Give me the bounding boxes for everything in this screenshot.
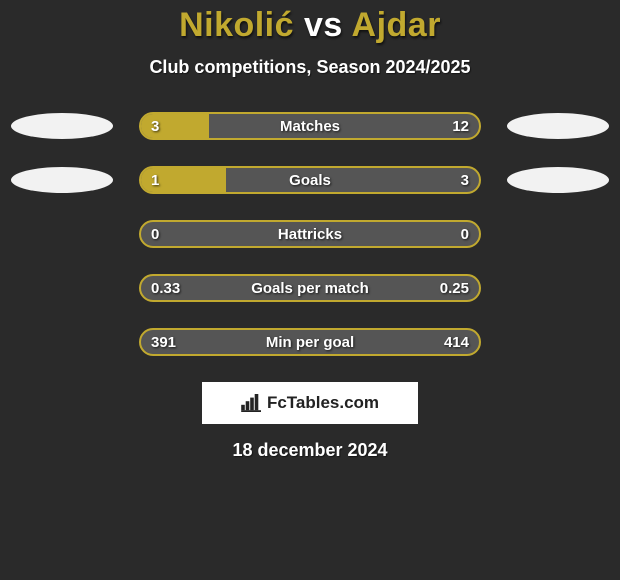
- stat-value-right: 0: [461, 222, 469, 246]
- stat-label: Matches: [141, 114, 479, 138]
- player1-name: Nikolić: [179, 6, 294, 44]
- attribution-text: FcTables.com: [267, 393, 379, 413]
- stats-list: 3Matches121Goals30Hattricks00.33Goals pe…: [0, 112, 620, 356]
- attribution-badge: FcTables.com: [202, 382, 418, 424]
- club-badge-right: [507, 113, 609, 139]
- date-text: 18 december 2024: [0, 440, 620, 461]
- club-badge-left: [11, 113, 113, 139]
- stat-value-right: 3: [461, 168, 469, 192]
- stat-value-right: 12: [452, 114, 469, 138]
- stat-row: 391Min per goal414: [0, 328, 620, 356]
- spacer: [481, 221, 609, 247]
- spacer: [481, 275, 609, 301]
- spacer: [11, 329, 139, 355]
- stat-value-right: 414: [444, 330, 469, 354]
- stat-bar: 0Hattricks0: [139, 220, 481, 248]
- stat-row: 0.33Goals per match0.25: [0, 274, 620, 302]
- stat-label: Goals per match: [141, 276, 479, 300]
- spacer: [11, 275, 139, 301]
- stat-bar: 391Min per goal414: [139, 328, 481, 356]
- spacer: [481, 329, 609, 355]
- stat-row: 1Goals3: [0, 166, 620, 194]
- spacer: [11, 221, 139, 247]
- subtitle: Club competitions, Season 2024/2025: [0, 57, 620, 78]
- club-badge-right: [507, 167, 609, 193]
- bar-chart-icon: [241, 394, 263, 412]
- club-badge-left: [11, 167, 113, 193]
- stat-bar: 0.33Goals per match0.25: [139, 274, 481, 302]
- stat-label: Min per goal: [141, 330, 479, 354]
- stat-bar: 1Goals3: [139, 166, 481, 194]
- stat-row: 3Matches12: [0, 112, 620, 140]
- stat-label: Hattricks: [141, 222, 479, 246]
- stat-label: Goals: [141, 168, 479, 192]
- stat-bar: 3Matches12: [139, 112, 481, 140]
- stat-row: 0Hattricks0: [0, 220, 620, 248]
- player2-name: Ajdar: [352, 6, 441, 44]
- vs-separator: vs: [304, 6, 343, 44]
- page-title: Nikolić vs Ajdar: [0, 6, 620, 45]
- attribution-inner: FcTables.com: [241, 393, 379, 413]
- comparison-card: Nikolić vs Ajdar Club competitions, Seas…: [0, 0, 620, 461]
- stat-value-right: 0.25: [440, 276, 469, 300]
